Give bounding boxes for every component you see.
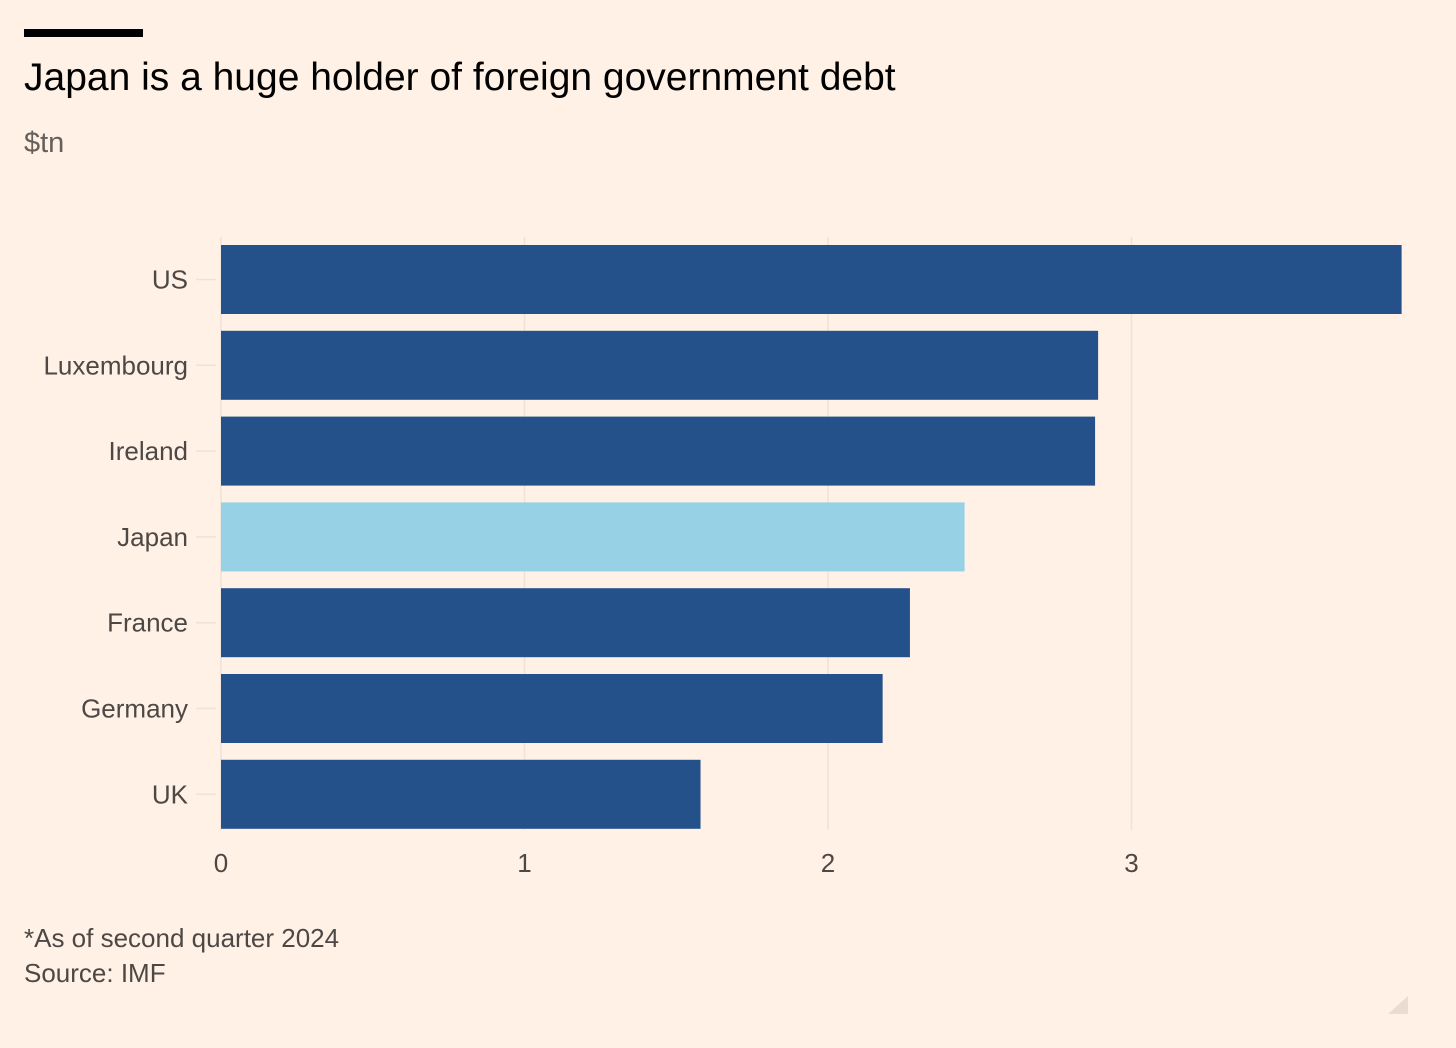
x-tick-label: 3: [1124, 848, 1138, 878]
bar-japan: [221, 502, 965, 572]
x-tick-label: 2: [821, 848, 835, 878]
category-label-uk: UK: [152, 779, 189, 809]
x-tick-label: 1: [517, 848, 531, 878]
chart-title: Japan is a huge holder of foreign govern…: [24, 56, 896, 99]
bar-france: [221, 588, 910, 658]
bar-uk: [221, 759, 701, 829]
footnote: *As of second quarter 2024: [24, 923, 340, 953]
bar-germany: [221, 674, 883, 743]
resize-corner-icon: [1388, 996, 1408, 1014]
category-label-germany: Germany: [81, 694, 188, 724]
bar-luxembourg: [221, 330, 1099, 400]
bar-ireland: [221, 416, 1096, 486]
source-note: Source: IMF: [24, 958, 166, 988]
bar-us: [221, 245, 1402, 314]
bar-chart: 0 1 2 3 US Luxembourg Ireland Japan France German…: [43, 237, 1402, 878]
category-label-ireland: Ireland: [109, 436, 189, 466]
x-tick-label: 0: [214, 848, 228, 878]
category-label-france: France: [107, 608, 188, 638]
top-rule: [24, 29, 143, 37]
category-label-us: US: [152, 265, 188, 295]
chart-subtitle: $tn: [24, 127, 65, 159]
category-label-japan: Japan: [117, 522, 188, 552]
category-label-luxembourg: Luxembourg: [43, 350, 188, 380]
